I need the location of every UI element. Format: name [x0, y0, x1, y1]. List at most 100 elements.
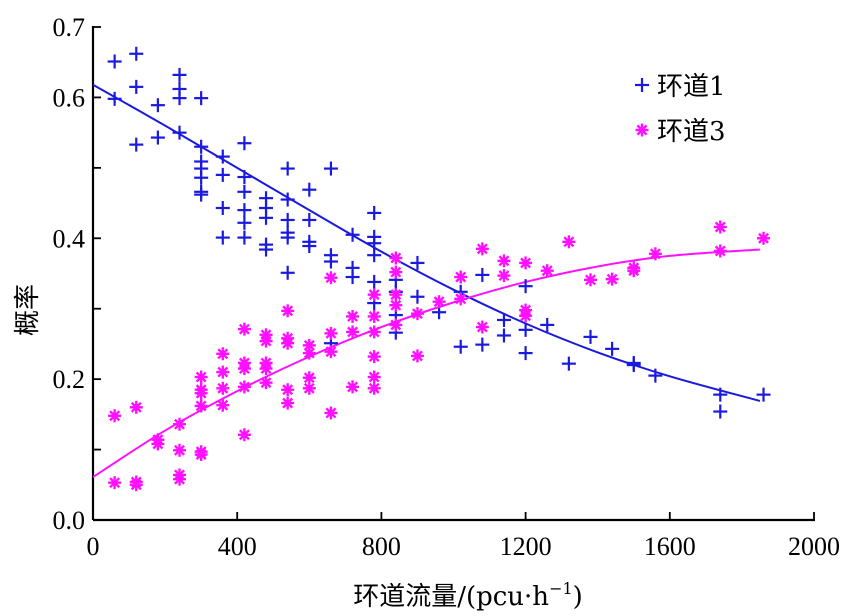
point-ramp-1	[259, 210, 274, 225]
point-ramp-1	[150, 130, 165, 145]
point-ramp-1	[518, 322, 533, 337]
point-ramp-1	[302, 239, 317, 254]
point-ramp-3	[108, 476, 122, 490]
point-ramp-1	[194, 187, 209, 202]
legend-label: 环道1	[657, 72, 726, 102]
point-ramp-3	[432, 295, 446, 309]
point-ramp-1	[194, 91, 209, 106]
point-ramp-3	[367, 370, 381, 384]
legend-item: 环道3	[635, 117, 726, 147]
point-ramp-1	[367, 274, 382, 289]
point-ramp-3	[281, 336, 295, 350]
point-ramp-1	[496, 328, 511, 343]
point-ramp-3	[259, 334, 273, 348]
point-ramp-1	[237, 203, 252, 218]
x-tick-label: 800	[362, 532, 401, 561]
point-ramp-3	[108, 409, 122, 423]
legend-label: 环道3	[657, 117, 726, 147]
axes: 0 400 800 1200 1600 2000 0.0 0.2 0.4 0.6 0.7	[53, 13, 841, 561]
point-ramp-3	[757, 231, 771, 245]
point-ramp-1	[237, 184, 252, 199]
y-tick-label: 0.6	[53, 83, 86, 112]
point-ramp-1	[172, 125, 187, 140]
point-ramp-1	[172, 91, 187, 106]
point-ramp-1	[280, 161, 295, 176]
point-ramp-3	[540, 264, 554, 278]
point-ramp-1	[756, 387, 771, 402]
legend-item: 环道1	[635, 72, 726, 102]
point-ramp-1	[259, 242, 274, 257]
point-ramp-1	[345, 270, 360, 285]
point-ramp-1	[129, 79, 144, 94]
point-ramp-3	[346, 309, 360, 323]
point-ramp-1	[518, 346, 533, 361]
point-ramp-1	[323, 254, 338, 269]
point-ramp-1	[237, 215, 252, 230]
point-ramp-1	[129, 46, 144, 61]
point-ramp-1	[453, 339, 468, 354]
point-ramp-3	[389, 251, 403, 265]
point-ramp-1	[713, 404, 728, 419]
point-ramp-1	[215, 167, 230, 182]
y-tick-label: 0.7	[53, 13, 86, 42]
point-ramp-1	[561, 356, 576, 371]
point-ramp-3	[259, 362, 273, 376]
point-ramp-3	[173, 443, 187, 457]
point-ramp-1	[496, 312, 511, 327]
point-ramp-1	[367, 205, 382, 220]
point-ramp-3	[281, 396, 295, 410]
point-ramp-3	[367, 325, 381, 339]
point-ramp-3	[281, 304, 295, 318]
x-tick-label: 2000	[788, 532, 840, 561]
point-ramp-1	[215, 230, 230, 245]
x-tick-label: 0	[87, 532, 100, 561]
point-ramp-3	[389, 265, 403, 279]
point-ramp-3	[454, 270, 468, 284]
x-axis-title-main: 环道流量/(pcu·h	[353, 582, 549, 612]
point-ramp-3	[497, 269, 511, 283]
point-ramp-3	[324, 345, 338, 359]
point-ramp-3	[194, 399, 208, 413]
point-ramp-3	[713, 244, 727, 258]
point-ramp-1	[150, 98, 165, 113]
point-ramp-1	[410, 255, 425, 270]
x-tick-label: 1600	[644, 532, 696, 561]
point-ramp-3	[519, 309, 533, 323]
fit-line-ramp-3	[92, 248, 760, 478]
point-ramp-1	[626, 358, 641, 373]
point-ramp-3	[302, 381, 316, 395]
x-axis-title-sup: −1	[549, 579, 573, 598]
point-ramp-3	[346, 325, 360, 339]
point-ramp-1	[367, 236, 382, 251]
point-ramp-1	[237, 230, 252, 245]
point-ramp-1	[194, 139, 209, 154]
legend: 环道1 环道3	[635, 72, 726, 147]
data-points	[107, 46, 771, 492]
point-ramp-1	[323, 161, 338, 176]
y-axis-title: 概率	[13, 284, 43, 336]
point-ramp-3	[302, 346, 316, 360]
point-ramp-1	[518, 279, 533, 294]
y-tick-label: 0.0	[53, 506, 86, 535]
point-ramp-1	[280, 192, 295, 207]
x-axis-title: 环道流量/(pcu·h−1)	[353, 579, 583, 612]
point-ramp-1	[237, 170, 252, 185]
point-ramp-3	[324, 406, 338, 420]
point-ramp-3	[713, 220, 727, 234]
point-ramp-1	[194, 170, 209, 185]
point-ramp-1	[605, 341, 620, 356]
point-ramp-3	[389, 298, 403, 312]
point-ramp-1	[280, 230, 295, 245]
point-ramp-1	[107, 54, 122, 69]
point-ramp-3	[259, 376, 273, 390]
point-ramp-1	[648, 368, 663, 383]
point-ramp-1	[107, 91, 122, 106]
legend-marker-plus-icon	[635, 78, 649, 92]
point-ramp-1	[475, 267, 490, 282]
y-tick-label: 0.4	[53, 224, 86, 253]
point-ramp-3	[324, 271, 338, 285]
point-ramp-1	[237, 136, 252, 151]
point-ramp-1	[129, 137, 144, 152]
point-ramp-3	[519, 256, 533, 270]
point-ramp-3	[648, 247, 662, 261]
